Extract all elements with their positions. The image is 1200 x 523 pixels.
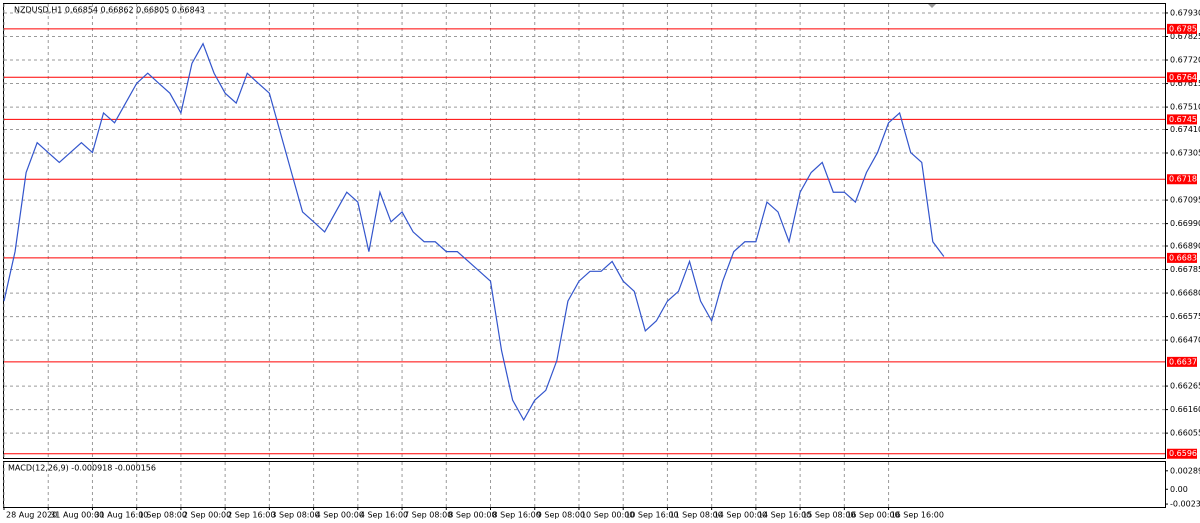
x-tick-label: 16 Sep 16:00 bbox=[891, 511, 944, 520]
y-tick-label: 0.67095 bbox=[1170, 196, 1200, 205]
x-tick-label: 3 Sep 08:00 bbox=[271, 511, 319, 520]
indicator-y-tick-label: 0.002891 bbox=[1170, 466, 1200, 475]
y-tick-label: 0.67720 bbox=[1170, 56, 1200, 65]
x-tick-label: 28 Aug 2020 bbox=[6, 511, 57, 520]
y-tick-label: 0.66160 bbox=[1170, 405, 1200, 414]
y-tick-label: 0.66990 bbox=[1170, 219, 1200, 228]
x-tick-label: 4 Sep 16:00 bbox=[360, 511, 408, 520]
price-line bbox=[3, 42, 945, 422]
y-tick-label: 0.67510 bbox=[1170, 103, 1200, 112]
level-tag bbox=[1167, 356, 1197, 367]
level-label: 0.67455 bbox=[1169, 115, 1200, 124]
x-tick-label: 31 Aug 00:00 bbox=[50, 511, 104, 520]
x-tick-label: 7 Sep 08:00 bbox=[404, 511, 452, 520]
x-tick-label: 11 Sep 08:00 bbox=[669, 511, 722, 520]
chart-title: NZDUSD,H1 0.66854 0.66862 0.66805 0.6684… bbox=[14, 6, 205, 15]
x-tick-label: 4 Sep 00:00 bbox=[316, 511, 364, 520]
level-tag bbox=[1167, 23, 1197, 34]
level-tag bbox=[1167, 72, 1197, 83]
level-tag bbox=[1167, 114, 1197, 125]
x-tick-label: 14 Sep 16:00 bbox=[758, 511, 811, 520]
x-tick-label: 10 Sep 00:00 bbox=[581, 511, 634, 520]
indicator-y-tick-label: -0.002315 bbox=[1170, 500, 1200, 509]
y-tick-label: 0.66470 bbox=[1170, 336, 1200, 345]
level-label: 0.67188 bbox=[1169, 175, 1200, 184]
indicator-label: MACD(12,26,9) -0.000918 -0.000156 bbox=[8, 464, 156, 473]
level-label: 0.66837 bbox=[1169, 253, 1200, 262]
x-tick-label: 31 Aug 16:00 bbox=[94, 511, 148, 520]
x-tick-label: 1 Sep 08:00 bbox=[139, 511, 187, 520]
level-label: 0.67859 bbox=[1169, 24, 1200, 33]
level-tag bbox=[1167, 448, 1197, 459]
y-tick-label: 0.67930 bbox=[1170, 8, 1200, 17]
level-label: 0.67643 bbox=[1169, 73, 1200, 82]
level-label: 0.66373 bbox=[1169, 357, 1200, 366]
level-tag bbox=[1167, 252, 1197, 263]
x-tick-label: 14 Sep 00:00 bbox=[714, 511, 767, 520]
main-panel bbox=[3, 3, 1166, 459]
x-tick-label: 8 Sep 00:00 bbox=[448, 511, 496, 520]
y-tick-label: 0.66265 bbox=[1170, 382, 1200, 391]
level-label: 0.65963 bbox=[1169, 449, 1200, 458]
x-tick-label: 8 Sep 16:00 bbox=[493, 511, 541, 520]
x-tick-label: 2 Sep 00:00 bbox=[183, 511, 231, 520]
x-tick-label: 2 Sep 16:00 bbox=[227, 511, 275, 520]
x-tick-label: 10 Sep 16:00 bbox=[625, 511, 678, 520]
scroll-marker bbox=[928, 4, 936, 8]
y-tick-label: 0.66575 bbox=[1170, 312, 1200, 321]
y-tick-label: 0.67615 bbox=[1170, 79, 1200, 88]
level-tag bbox=[1167, 174, 1197, 185]
x-tick-label: 15 Sep 08:00 bbox=[802, 511, 855, 520]
y-tick-label: 0.67825 bbox=[1170, 32, 1200, 41]
y-tick-label: 0.66055 bbox=[1170, 429, 1200, 438]
y-tick-label: 0.67305 bbox=[1170, 149, 1200, 158]
y-tick-label: 0.66890 bbox=[1170, 242, 1200, 251]
y-tick-label: 0.67410 bbox=[1170, 125, 1200, 134]
y-tick-label: 0.66680 bbox=[1170, 289, 1200, 298]
x-tick-label: 16 Sep 00:00 bbox=[846, 511, 899, 520]
x-tick-label: 9 Sep 08:00 bbox=[537, 511, 585, 520]
indicator-y-tick-label: 0.00 bbox=[1170, 485, 1188, 494]
y-tick-label: 0.66785 bbox=[1170, 265, 1200, 274]
indicator-panel bbox=[3, 461, 1166, 508]
